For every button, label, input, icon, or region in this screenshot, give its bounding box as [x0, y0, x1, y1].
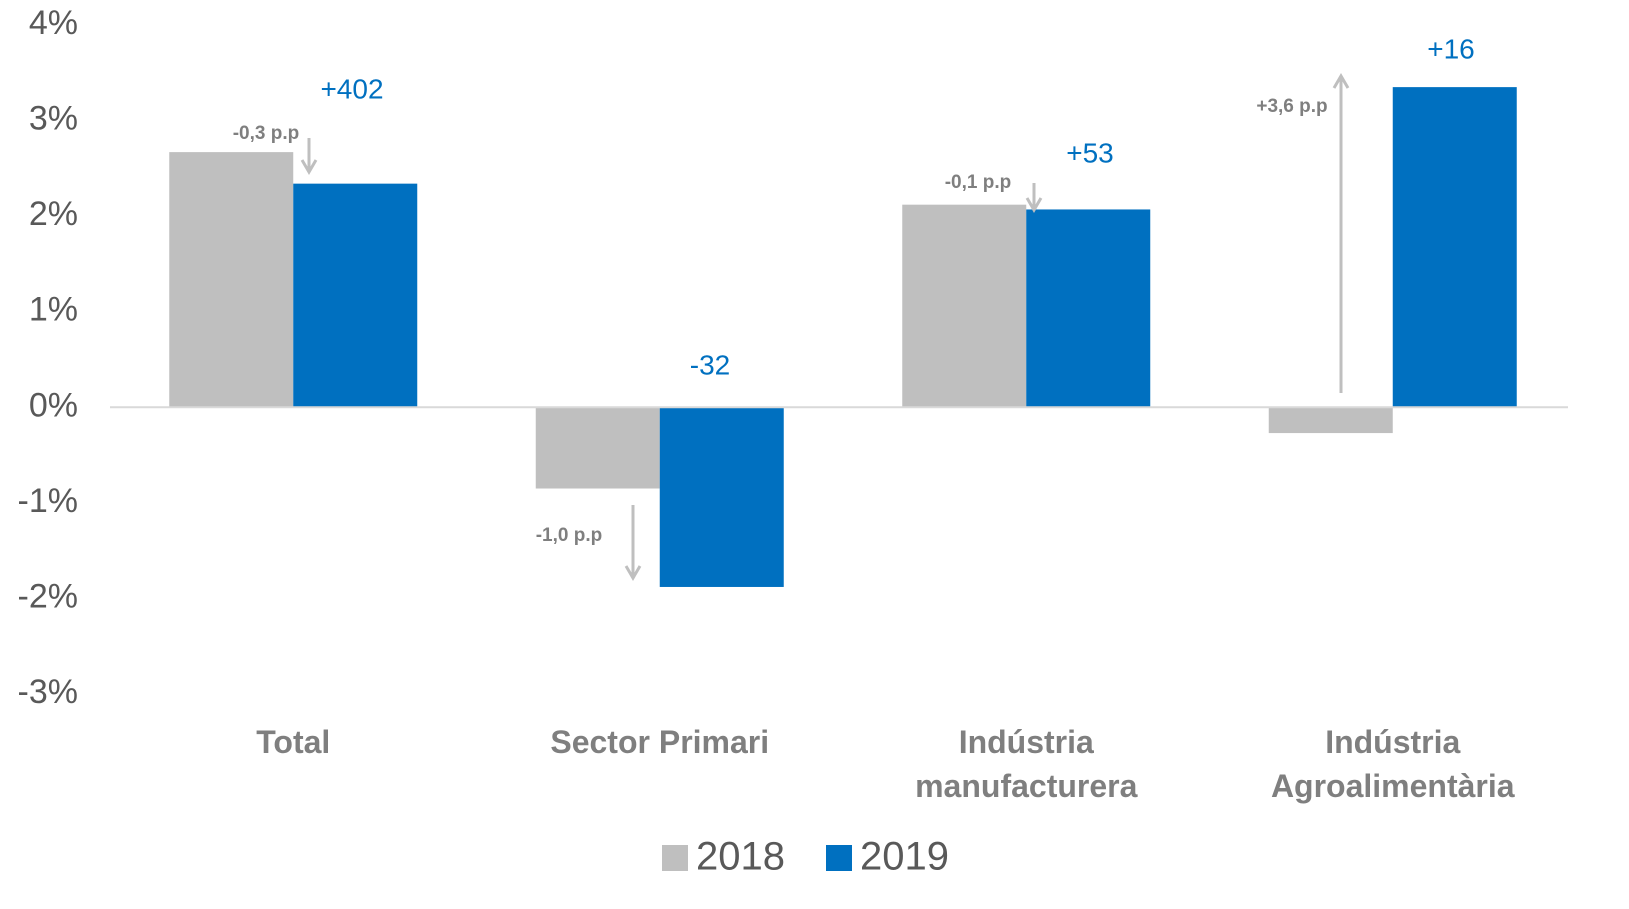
- annotation: +16: [1427, 33, 1475, 64]
- bar: [1268, 407, 1393, 434]
- arrow-head: [1025, 197, 1043, 213]
- x-tick-label: Sector Primari: [550, 724, 770, 760]
- y-tick-label: 3%: [29, 100, 78, 138]
- arrow-head: [300, 159, 318, 175]
- y-tick-label: 1%: [29, 291, 78, 329]
- annotation: -0,3 p.p: [233, 123, 300, 144]
- legend-swatch: [662, 845, 688, 871]
- y-tick-label: -1%: [18, 482, 78, 520]
- legend-swatch: [826, 845, 852, 871]
- bar: [535, 407, 660, 489]
- x-tick-label: Indústria Agroalimentària: [1270, 724, 1515, 804]
- x-tick-label: Total: [256, 724, 331, 760]
- bar: [169, 152, 294, 408]
- y-tick-label: 4%: [29, 4, 78, 42]
- annotation: -32: [690, 349, 730, 380]
- y-tick-label: -2%: [18, 577, 78, 615]
- annotation: -0,1 p.p: [945, 172, 1012, 193]
- legend-label: 2018: [696, 835, 785, 879]
- bar: [659, 407, 784, 587]
- x-tick-label: Indústria manufacturera: [915, 724, 1138, 804]
- y-tick-label: -3%: [18, 673, 78, 711]
- arrow-head: [1332, 73, 1350, 89]
- bar: [1026, 209, 1151, 408]
- annotation: +3,6 p.p: [1256, 96, 1327, 117]
- bar: [902, 204, 1027, 408]
- annotation: +402: [320, 73, 383, 104]
- legend-label: 2019: [860, 835, 949, 879]
- bar: [293, 183, 418, 408]
- y-tick-label: 2%: [29, 195, 78, 233]
- bar: [1392, 87, 1517, 408]
- annotation: -1,0 p.p: [536, 525, 603, 546]
- annotation: +53: [1066, 137, 1114, 168]
- arrow-head: [624, 565, 642, 581]
- y-tick-label: 0%: [29, 386, 78, 424]
